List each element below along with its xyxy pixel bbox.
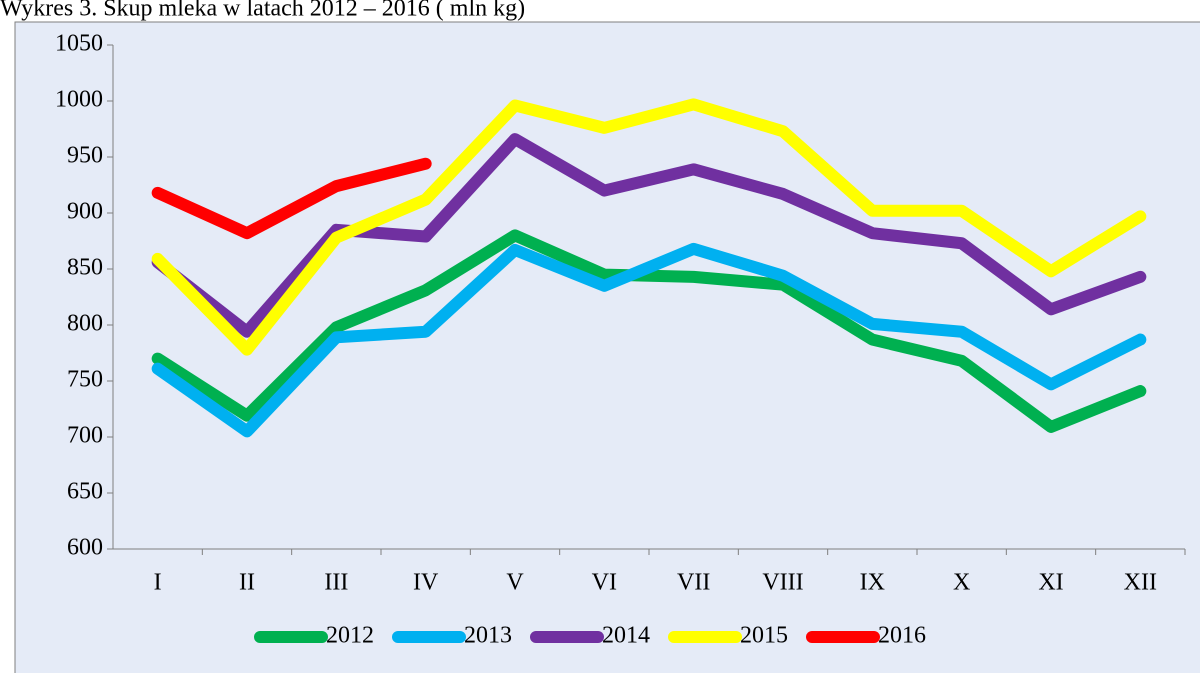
legend-label: 2015 [740,623,788,649]
series-line [151,98,1147,356]
x-tick-label: II [239,570,255,596]
x-tick-label: III [324,570,348,596]
legend-label: 2016 [878,623,926,649]
legend-label: 2012 [326,623,374,649]
y-tick-label: 850 [67,255,103,281]
x-tick-label: XI [1038,570,1063,596]
x-tick-label: IX [860,570,885,596]
y-tick-label: 750 [67,367,103,393]
x-tick-label: VIII [762,570,803,596]
y-tick-label: 800 [67,311,103,337]
chart-title: Wykres 3. Skup mleka w latach 2012 – 201… [0,0,525,22]
y-tick-label: 1000 [55,87,103,113]
series-line [151,157,432,240]
x-tick-label: IV [413,570,439,596]
legend-label: 2014 [602,623,650,649]
series-line [151,242,1147,438]
y-tick-label: 700 [67,423,103,449]
y-tick-label: 600 [67,535,103,561]
x-tick-label: XII [1124,570,1157,596]
y-tick-label: 900 [67,199,103,225]
x-tick-label: VI [592,570,617,596]
legend-label: 2013 [464,623,512,649]
y-tick-label: 1050 [55,31,103,57]
series-line [151,229,1147,433]
x-tick-label: X [953,570,970,596]
y-tick-label: 650 [67,479,103,505]
x-tick-label: V [506,570,524,596]
y-tick-label: 950 [67,143,103,169]
x-tick-label: I [154,570,162,596]
x-tick-label: VII [677,570,710,596]
